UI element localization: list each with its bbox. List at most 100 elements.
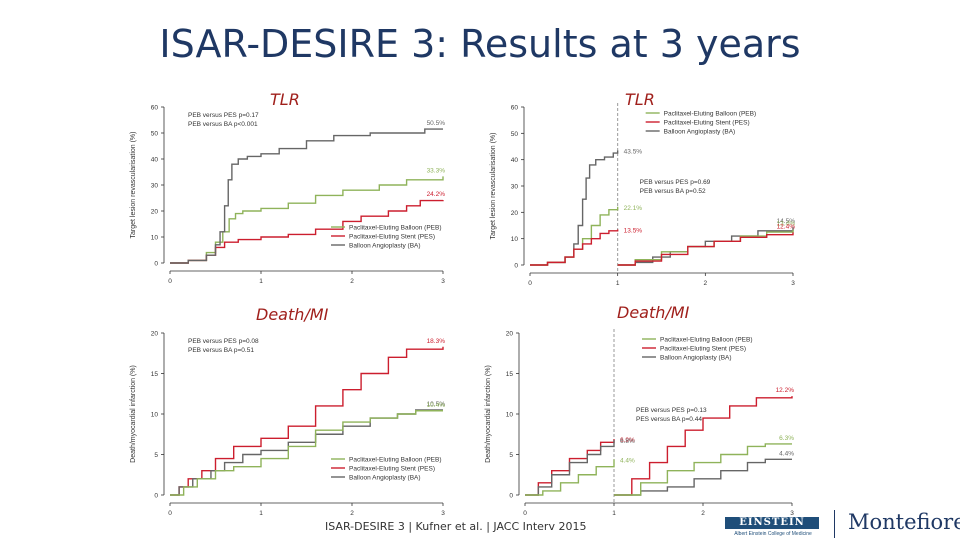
y-tick-label: 50	[151, 131, 159, 138]
series-line-gray	[170, 409, 443, 496]
y-tick-label: 0	[154, 261, 158, 268]
section-label-tlr-left: TLR	[270, 90, 300, 109]
series-landmark-label: 22.1%	[624, 205, 643, 212]
legend-entry: Paclitaxel-Eluting Stent (PES)	[664, 120, 750, 127]
series-end-label: 10.5%	[427, 401, 446, 408]
series-end-label: 6.3%	[779, 435, 794, 442]
y-tick-label: 40	[151, 157, 159, 164]
x-tick-label: 1	[259, 278, 263, 285]
einstein-logo-text: EINSTEIN	[725, 517, 819, 529]
y-tick-label: 15	[151, 371, 159, 378]
series-end-label: 14.5%	[777, 218, 796, 225]
logo-divider	[834, 510, 835, 538]
y-tick-label: 60	[511, 105, 519, 112]
series-end-label: 12.4%	[777, 223, 796, 230]
legend-entry: Balloon Angioplasty (BA)	[349, 475, 421, 482]
series-landmark-label: 4.4%	[620, 457, 635, 464]
chart-death-mi-overall: 0 5 10 15 20 0 1 2 3 Death/myocardial infarction …	[130, 331, 446, 518]
y-axis-label: Death/myocardial infarction (%)	[485, 365, 492, 463]
slide-title: ISAR-DESIRE 3: Results at 3 years	[159, 22, 801, 66]
series-end-label: 18.3%	[427, 338, 446, 345]
series-line-gray	[530, 150, 794, 266]
p-value-annotation: PEB versus BA p<0.001	[188, 121, 258, 128]
p-value-annotation: PEB versus PES p=0.08	[188, 338, 259, 345]
y-tick-label: 0	[514, 263, 518, 270]
y-axis-label: Target lesion revascularisation (%)	[130, 132, 137, 239]
legend-entry: Paclitaxel-Eluting Balloon (PEB)	[660, 337, 753, 344]
x-tick-label: 3	[790, 510, 794, 517]
series-line-gray	[525, 439, 792, 496]
series-landmark-label: 13.5%	[624, 227, 643, 234]
y-tick-label: 0	[509, 493, 513, 500]
y-tick-label: 15	[506, 371, 514, 378]
y-tick-label: 10	[151, 235, 159, 242]
series-end-label: 10.4%	[427, 402, 446, 409]
series-end-label: 50.5%	[427, 120, 446, 127]
p-value-annotation: PEB versus BA p=0.51	[188, 347, 254, 354]
chart-tlr-overall: 0 10 20 30 40 50 60 0 1 2 3 Target lesion revascula…	[130, 105, 446, 286]
legend-entry: Paclitaxel-Eluting Balloon (PEB)	[349, 225, 442, 232]
legend-entry: Balloon Angioplasty (BA)	[664, 129, 736, 136]
series-landmark-label: 6.8%	[620, 438, 635, 445]
einstein-logo: EINSTEIN Albert Einstein College of Medi…	[725, 513, 821, 539]
series-end-label: 4.4%	[779, 450, 794, 457]
legend-entry: Paclitaxel-Eluting Stent (PES)	[349, 234, 435, 241]
y-tick-label: 60	[151, 105, 159, 112]
series-landmark-label: 6.9%	[620, 437, 635, 444]
x-tick-label: 2	[701, 510, 705, 517]
series-line-green	[170, 410, 443, 496]
section-label-tlr-right: TLR	[625, 90, 655, 109]
legend-entry: Paclitaxel-Eluting Stent (PES)	[349, 466, 435, 473]
p-value-annotation: PEB versus PES p=0.13	[636, 407, 707, 414]
p-value-annotation: PEB versus PES p=0.69	[640, 179, 711, 186]
p-value-annotation: PES versus BA p=0.44	[636, 416, 702, 423]
series-line-green	[170, 176, 444, 264]
montefiore-logo: Montefiore	[848, 510, 960, 534]
y-tick-label: 50	[511, 131, 519, 138]
y-axis-label: Target lesion revascularisation (%)	[490, 133, 497, 240]
x-tick-label: 2	[350, 278, 354, 285]
chart-tlr-landmark: 0 10 20 30 40 50 60 0 1 2 3 Target lesion revascula…	[490, 103, 796, 287]
series-line-gray	[170, 128, 443, 264]
y-tick-label: 30	[511, 184, 519, 191]
einstein-logo-subtitle: Albert Einstein College of Medicine	[734, 531, 812, 537]
series-line-red	[170, 199, 444, 264]
series-end-label: 12.2%	[776, 387, 795, 394]
series-line-red	[525, 396, 793, 496]
y-tick-label: 20	[151, 209, 159, 216]
x-tick-label: 0	[528, 280, 532, 287]
x-tick-label: 3	[791, 280, 795, 287]
y-tick-label: 20	[151, 331, 159, 338]
y-tick-label: 10	[511, 236, 519, 243]
p-value-annotation: PEB versus BA p=0.52	[640, 188, 706, 195]
y-tick-label: 20	[506, 331, 514, 338]
x-tick-label: 1	[616, 280, 620, 287]
x-tick-label: 3	[441, 510, 445, 517]
series-line-red	[530, 229, 794, 266]
x-tick-label: 2	[350, 510, 354, 517]
x-tick-label: 0	[168, 278, 172, 285]
y-tick-label: 30	[151, 183, 159, 190]
y-tick-label: 0	[154, 493, 158, 500]
legend-entry: Paclitaxel-Eluting Balloon (PEB)	[664, 111, 757, 118]
series-line-green	[525, 443, 792, 496]
y-tick-label: 5	[509, 452, 513, 459]
citation-footer: ISAR-DESIRE 3 | Kufner et al. | JACC Int…	[325, 520, 587, 533]
x-tick-label: 0	[523, 510, 527, 517]
section-label-death-mi-left: Death/MI	[256, 305, 329, 324]
legend-entry: Balloon Angioplasty (BA)	[660, 355, 732, 362]
series-end-label: 33.3%	[427, 167, 446, 174]
legend-entry: Balloon Angioplasty (BA)	[349, 243, 421, 250]
series-end-label: 24.2%	[427, 191, 446, 198]
legend-entry: Paclitaxel-Eluting Balloon (PEB)	[349, 457, 442, 464]
y-tick-label: 40	[511, 157, 519, 164]
x-tick-label: 2	[704, 280, 708, 287]
y-tick-label: 5	[154, 452, 158, 459]
x-tick-label: 1	[612, 510, 616, 517]
x-tick-label: 0	[168, 510, 172, 517]
series-landmark-label: 43.5%	[624, 148, 643, 155]
chart-death-mi-landmark: 0 5 10 15 20 0 1 2 3 Death/myocardial infarction …	[485, 329, 795, 517]
section-label-death-mi-right: Death/MI	[617, 303, 690, 322]
p-value-annotation: PEB versus PES p=0.17	[188, 112, 259, 119]
y-tick-label: 20	[511, 210, 519, 217]
